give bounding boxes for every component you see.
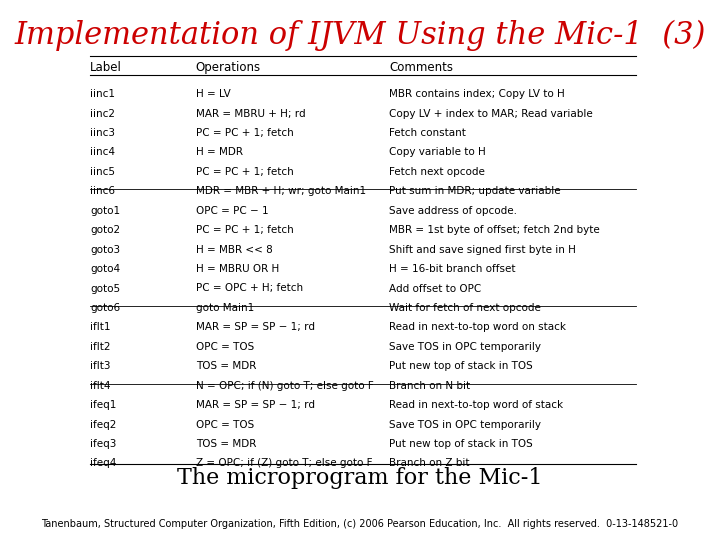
Text: Save address of opcode.: Save address of opcode. <box>390 206 518 216</box>
Text: MAR = SP = SP − 1; rd: MAR = SP = SP − 1; rd <box>196 322 315 333</box>
Text: MAR = MBRU + H; rd: MAR = MBRU + H; rd <box>196 109 305 119</box>
Text: Add offset to OPC: Add offset to OPC <box>390 284 482 294</box>
Text: TOS = MDR: TOS = MDR <box>196 361 256 372</box>
Text: goto3: goto3 <box>90 245 120 255</box>
Text: Put sum in MDR; update variable: Put sum in MDR; update variable <box>390 186 561 197</box>
Text: Z = OPC; if (Z) goto T; else goto F: Z = OPC; if (Z) goto T; else goto F <box>196 458 372 469</box>
Text: Copy variable to H: Copy variable to H <box>390 147 486 158</box>
Text: iinc1: iinc1 <box>90 89 115 99</box>
Text: Save TOS in OPC temporarily: Save TOS in OPC temporarily <box>390 420 541 430</box>
Text: iinc3: iinc3 <box>90 128 115 138</box>
Text: H = 16-bit branch offset: H = 16-bit branch offset <box>390 264 516 274</box>
Text: MBR contains index; Copy LV to H: MBR contains index; Copy LV to H <box>390 89 565 99</box>
Text: ifeq3: ifeq3 <box>90 439 117 449</box>
Text: TOS = MDR: TOS = MDR <box>196 439 256 449</box>
Text: Save TOS in OPC temporarily: Save TOS in OPC temporarily <box>390 342 541 352</box>
Text: PC = OPC + H; fetch: PC = OPC + H; fetch <box>196 284 303 294</box>
Text: Branch on Z bit: Branch on Z bit <box>390 458 470 469</box>
Text: iflt2: iflt2 <box>90 342 111 352</box>
Text: goto5: goto5 <box>90 284 120 294</box>
Text: PC = PC + 1; fetch: PC = PC + 1; fetch <box>196 167 294 177</box>
Text: H = LV: H = LV <box>196 89 230 99</box>
Text: iflt1: iflt1 <box>90 322 111 333</box>
Text: H = MDR: H = MDR <box>196 147 243 158</box>
Text: goto2: goto2 <box>90 225 120 235</box>
Text: iflt4: iflt4 <box>90 381 111 391</box>
Text: Put new top of stack in TOS: Put new top of stack in TOS <box>390 361 533 372</box>
Text: ifeq1: ifeq1 <box>90 400 117 410</box>
Text: goto4: goto4 <box>90 264 120 274</box>
Text: goto1: goto1 <box>90 206 120 216</box>
Text: OPC = PC − 1: OPC = PC − 1 <box>196 206 269 216</box>
Text: iinc2: iinc2 <box>90 109 115 119</box>
Text: Implementation of IJVM Using the Mic-1  (3): Implementation of IJVM Using the Mic-1 (… <box>14 19 706 51</box>
Text: ifeq4: ifeq4 <box>90 458 117 469</box>
Text: Put new top of stack in TOS: Put new top of stack in TOS <box>390 439 533 449</box>
Text: iflt3: iflt3 <box>90 361 111 372</box>
Text: goto Main1: goto Main1 <box>196 303 254 313</box>
Text: H = MBR << 8: H = MBR << 8 <box>196 245 272 255</box>
Text: OPC = TOS: OPC = TOS <box>196 420 254 430</box>
Text: Fetch constant: Fetch constant <box>390 128 467 138</box>
Text: Read in next-to-top word on stack: Read in next-to-top word on stack <box>390 322 567 333</box>
Text: Label: Label <box>90 60 122 73</box>
Text: MAR = SP = SP − 1; rd: MAR = SP = SP − 1; rd <box>196 400 315 410</box>
Text: MDR = MBR + H; wr; goto Main1: MDR = MBR + H; wr; goto Main1 <box>196 186 366 197</box>
Text: iinc6: iinc6 <box>90 186 115 197</box>
Text: PC = PC + 1; fetch: PC = PC + 1; fetch <box>196 128 294 138</box>
Text: Wait for fetch of next opcode: Wait for fetch of next opcode <box>390 303 541 313</box>
Text: H = MBRU OR H: H = MBRU OR H <box>196 264 279 274</box>
Text: PC = PC + 1; fetch: PC = PC + 1; fetch <box>196 225 294 235</box>
Text: N = OPC; if (N) goto T; else goto F: N = OPC; if (N) goto T; else goto F <box>196 381 374 391</box>
Text: Operations: Operations <box>196 60 261 73</box>
Text: iinc4: iinc4 <box>90 147 115 158</box>
Text: OPC = TOS: OPC = TOS <box>196 342 254 352</box>
Text: Comments: Comments <box>390 60 454 73</box>
Text: Tanenbaum, Structured Computer Organization, Fifth Edition, (c) 2006 Pearson Edu: Tanenbaum, Structured Computer Organizat… <box>42 519 678 529</box>
Text: iinc5: iinc5 <box>90 167 115 177</box>
Text: goto6: goto6 <box>90 303 120 313</box>
Text: MBR = 1st byte of offset; fetch 2nd byte: MBR = 1st byte of offset; fetch 2nd byte <box>390 225 600 235</box>
Text: Copy LV + index to MAR; Read variable: Copy LV + index to MAR; Read variable <box>390 109 593 119</box>
Text: Read in next-to-top word of stack: Read in next-to-top word of stack <box>390 400 564 410</box>
Text: Branch on N bit: Branch on N bit <box>390 381 470 391</box>
Text: Fetch next opcode: Fetch next opcode <box>390 167 485 177</box>
Text: Shift and save signed first byte in H: Shift and save signed first byte in H <box>390 245 576 255</box>
Text: The microprogram for the Mic-1: The microprogram for the Mic-1 <box>177 467 543 489</box>
Text: ifeq2: ifeq2 <box>90 420 117 430</box>
